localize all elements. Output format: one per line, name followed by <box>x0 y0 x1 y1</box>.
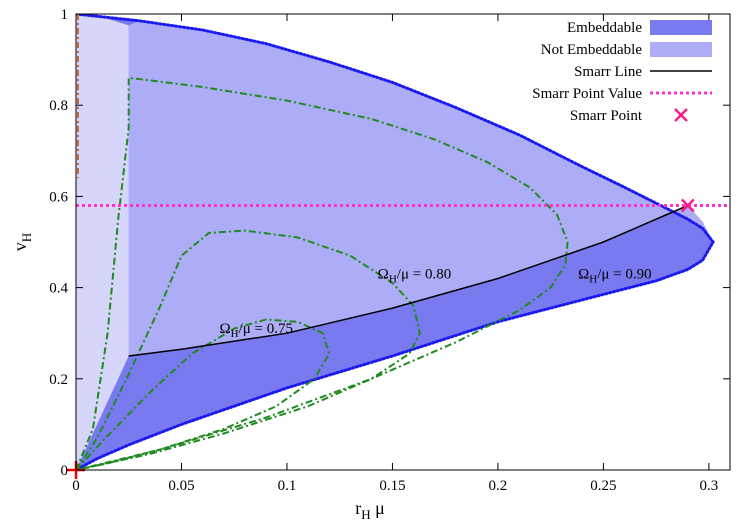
legend-entry-0: Embeddable <box>567 20 712 36</box>
legend-swatch <box>650 20 712 35</box>
x-tick-label: 0 <box>72 478 80 494</box>
contour-line-1 <box>76 229 421 470</box>
legend-label: Embeddable <box>567 20 642 36</box>
x-tick-label: 0.2 <box>489 478 508 494</box>
not-embeddable-region <box>128 20 714 357</box>
y-tick-label: 0 <box>61 463 69 479</box>
legend-entry-4: Smarr Point <box>570 108 688 124</box>
legend-entry-3: Smarr Point Value <box>532 86 712 102</box>
x-tick-label: 0.25 <box>590 478 616 494</box>
contour-label-tail: /μ = 0.80 <box>397 266 451 282</box>
y-tick-label: 0.4 <box>49 281 68 297</box>
legend-swatch <box>650 42 712 57</box>
plot-frame <box>75 13 731 471</box>
contour-label-sub: H <box>389 273 397 285</box>
contour-label-main: Ω <box>578 266 589 282</box>
legend-swatch <box>674 108 688 122</box>
smarr-point-marker <box>680 198 695 213</box>
y-tick-label: 0.6 <box>49 189 68 205</box>
legend-entry-1: Not Embeddable <box>541 42 712 58</box>
x-axis-label-sub: H <box>361 507 370 520</box>
legend-label: Smarr Line <box>574 64 642 80</box>
legend-label: Not Embeddable <box>541 42 643 58</box>
contour-line-2 <box>76 76 569 470</box>
y-tick-label: 0.2 <box>49 372 68 388</box>
contour-label-main: Ω <box>219 321 230 337</box>
contour-label-sub: H <box>589 273 597 285</box>
x-axis-label: rH μ <box>355 498 385 520</box>
contour-label-1: ΩH/μ = 0.80 <box>378 266 452 285</box>
contour-label-tail: /μ = 0.75 <box>239 321 293 337</box>
y-tick-label: 0.8 <box>49 98 68 114</box>
legend-entry-2: Smarr Line <box>574 64 712 80</box>
x-axis-label-tail: μ <box>371 498 385 518</box>
x-tick-label: 0.05 <box>168 478 194 494</box>
left-strip-region <box>76 14 129 470</box>
x-tick-label: 0.1 <box>278 478 297 494</box>
smarr-line <box>128 204 689 357</box>
contour-label-sub: H <box>231 328 239 340</box>
x-tick-label: 0.15 <box>379 478 405 494</box>
x-axis-label-main: r <box>355 498 361 518</box>
contour-label-main: Ω <box>378 266 389 282</box>
legend-label: Smarr Point <box>570 108 643 124</box>
legend: Embeddable Not Embeddable Smarr Line Smarr … <box>532 20 712 124</box>
region-boundary <box>76 14 715 470</box>
axes: 0 0.05 0.1 0.15 0.2 0.25 0.3 0 0.2 0.4 0.6 0.8 1 <box>49 7 731 494</box>
contour-label-0: ΩH/μ = 0.75 <box>219 321 293 340</box>
legend-label: Smarr Point Value <box>532 86 642 102</box>
y-axis-label-main: v <box>10 242 30 251</box>
contour-label-2: ΩH/μ = 0.90 <box>578 266 652 285</box>
y-axis-label: vH <box>10 233 34 251</box>
contour-label-tail: /μ = 0.90 <box>597 266 651 282</box>
y-tick-label: 1 <box>61 7 69 23</box>
x-tick-label: 0.3 <box>700 478 719 494</box>
y-axis-label-sub: H <box>19 233 34 242</box>
